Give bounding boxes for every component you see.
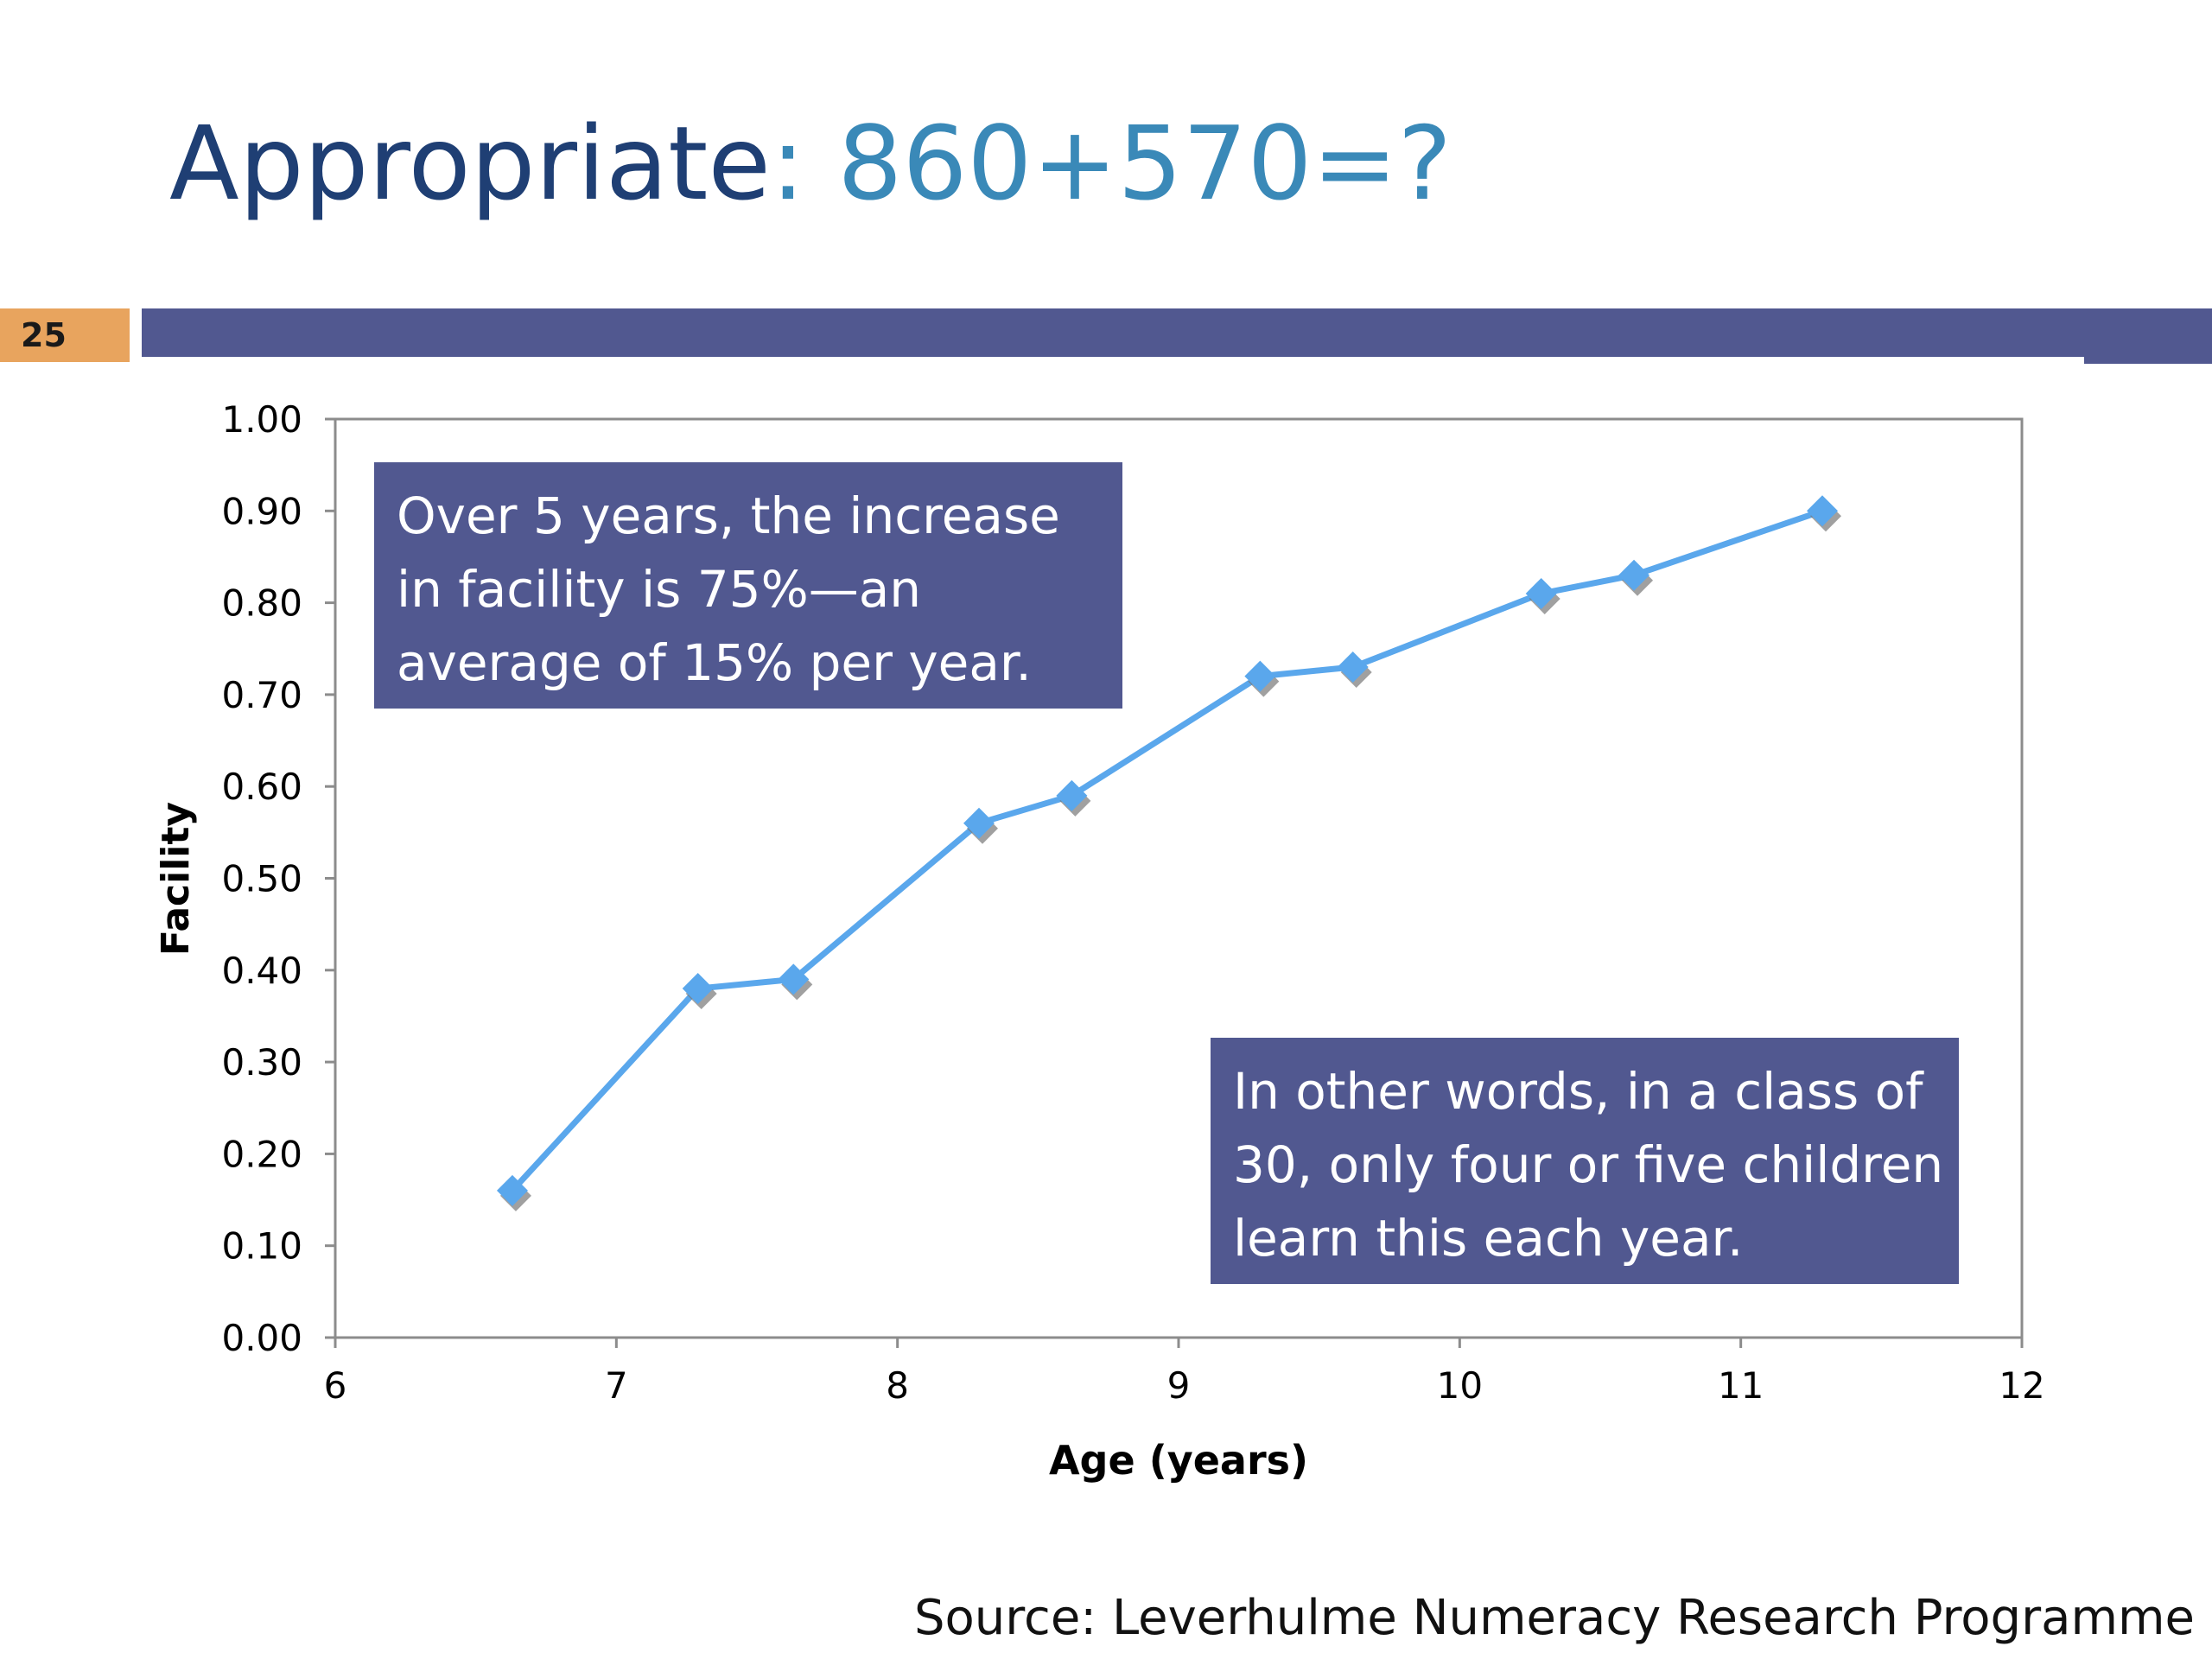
callout-line: 30, only four or five children (1233, 1135, 1944, 1194)
data-point (682, 973, 714, 1005)
y-axis-label: Facility (154, 802, 198, 956)
slide-title-expression: : 860+570=? (771, 104, 1452, 223)
y-tick-label: 1.00 (221, 398, 302, 441)
chart-series (496, 495, 1842, 1211)
y-tick-label: 0.60 (221, 766, 302, 808)
x-tick-label: 6 (324, 1364, 347, 1407)
data-point (1618, 559, 1650, 591)
header-accent-bar-tail (2084, 357, 2212, 364)
x-tick-label: 11 (1718, 1364, 1764, 1407)
source-credit: Source: Leverhulme Numeracy Research Pro… (913, 1590, 2195, 1646)
callout-line: in facility is 75%—an (397, 560, 921, 619)
callout-increase-summary: Over 5 years, the increase in facility i… (374, 462, 1122, 709)
y-tick-label: 0.10 (221, 1225, 302, 1268)
data-point (1056, 779, 1088, 811)
y-tick-label: 0.30 (221, 1041, 302, 1084)
y-tick-label: 0.80 (221, 582, 302, 625)
y-tick-label: 0.40 (221, 950, 302, 992)
y-axis-ticks: 0.00 0.10 0.20 0.30 0.40 0.50 0.60 0.70 0.80 0.90… (221, 398, 335, 1359)
series-line (510, 507, 1824, 1193)
data-point (1525, 577, 1557, 609)
data-point (1807, 495, 1839, 527)
y-tick-label: 0.50 (221, 858, 302, 900)
callout-class-interpretation: In other words, in a class of 30, only f… (1211, 1038, 1959, 1284)
y-tick-label: 0.20 (221, 1133, 302, 1175)
line-chart: 0.00 0.10 0.20 0.30 0.40 0.50 0.60 0.70 0.80 0.90… (154, 398, 2045, 1484)
data-point (496, 1174, 528, 1206)
slide-title-main: Appropriate (169, 104, 772, 223)
callout-line: Over 5 years, the increase (397, 486, 1060, 545)
callout-line: average of 15% per year. (397, 633, 1032, 692)
x-tick-label: 9 (1167, 1364, 1191, 1407)
x-tick-label: 12 (1999, 1364, 2044, 1407)
y-tick-label: 0.70 (221, 674, 302, 716)
x-axis-label: Age (years) (1049, 1437, 1308, 1484)
x-tick-label: 10 (1437, 1364, 1483, 1407)
callout-line: learn this each year. (1233, 1209, 1744, 1268)
data-point (963, 807, 995, 839)
data-point (1337, 652, 1369, 683)
x-axis-ticks: 6 7 8 9 10 11 12 (324, 1338, 2045, 1407)
x-tick-label: 7 (605, 1364, 628, 1407)
y-tick-label: 0.00 (221, 1317, 302, 1359)
callout-line: In other words, in a class of (1233, 1062, 1923, 1121)
data-point (1244, 660, 1276, 692)
header-accent-bar (142, 308, 2212, 357)
x-tick-label: 8 (886, 1364, 909, 1407)
y-tick-label: 0.90 (221, 490, 302, 532)
page-number-badge: 25 (0, 308, 130, 362)
data-point (778, 963, 810, 995)
slide-title: Appropriate: 860+570=? (169, 112, 1452, 214)
